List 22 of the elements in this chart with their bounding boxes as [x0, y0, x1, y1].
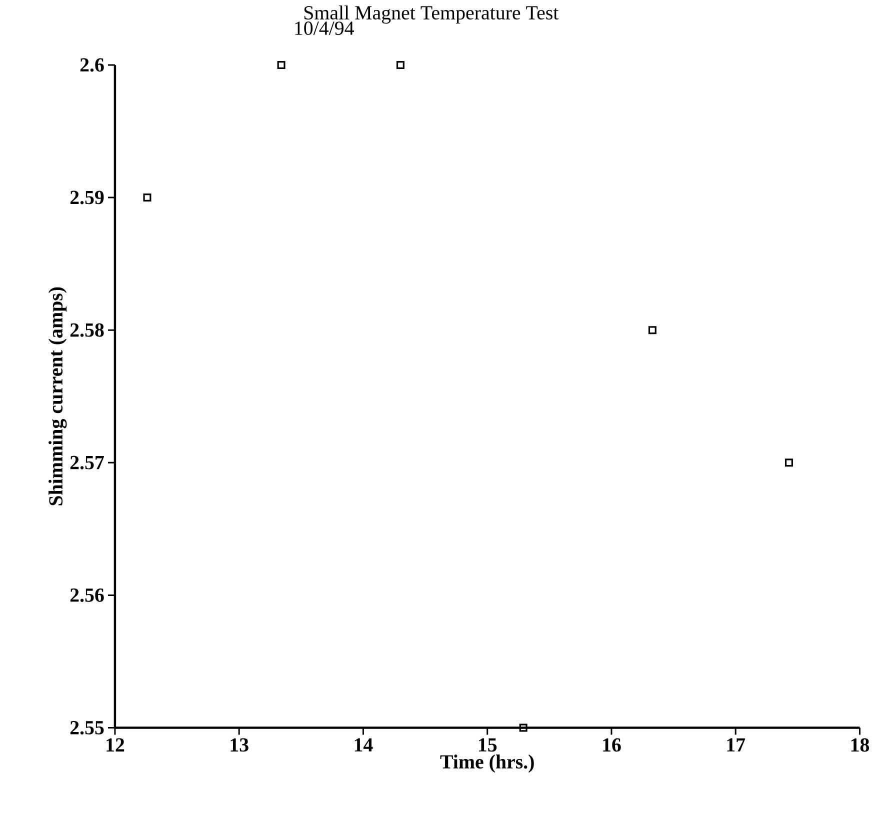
y-axis-title: Shimming current (amps) — [48, 287, 67, 506]
x-tick-label: 15 — [478, 738, 497, 752]
y-tick-label: 2.6 — [80, 58, 104, 72]
point — [277, 61, 286, 70]
point — [143, 194, 152, 202]
y-tick-label: 2.56 — [70, 588, 104, 602]
x-tick-label: 16 — [603, 738, 621, 752]
y-tick-label: 2.59 — [70, 190, 104, 204]
point — [396, 61, 404, 70]
y-tick-label: 2.57 — [70, 456, 104, 470]
chart-subtitle: 10/4/94 — [295, 22, 354, 36]
x-tick-label: 13 — [230, 738, 248, 752]
x-tick-label: 14 — [354, 738, 373, 752]
point — [519, 724, 528, 732]
y-tick-label: 2.58 — [70, 323, 104, 337]
point — [784, 458, 793, 467]
x-tick-label: 12 — [106, 738, 124, 752]
point — [648, 326, 656, 334]
x-axis-title: Time (hrs.) — [440, 754, 534, 773]
y-tick-label: 2.55 — [70, 721, 104, 735]
x-tick-label: 18 — [851, 738, 870, 752]
x-tick-label: 17 — [727, 738, 746, 752]
